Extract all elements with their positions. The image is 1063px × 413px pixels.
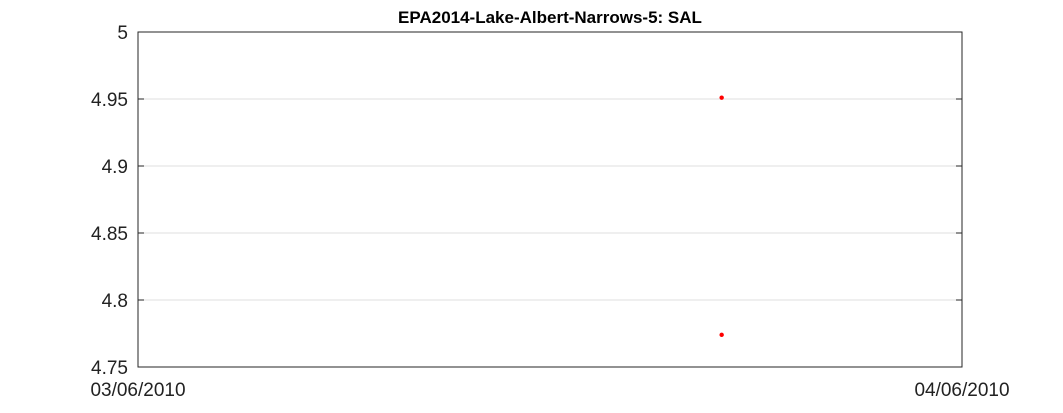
y-tick-label: 4.75 [91,358,128,379]
y-tick-label: 4.9 [102,157,128,178]
y-axis: 4.75 4.8 4.85 4.9 4.95 5 [91,23,962,379]
y-tick-label: 5 [117,23,128,44]
x-tick-label: 04/06/2010 [914,380,1009,401]
data-point [719,332,724,338]
grid-lines [138,98,962,301]
data-points [719,95,724,338]
x-axis: 03/06/2010 04/06/2010 [90,380,1009,401]
x-tick-label: 03/06/2010 [90,380,185,401]
y-tick-label: 4.95 [91,90,128,111]
chart-title: EPA2014-Lake-Albert-Narrows-5: SAL [398,8,702,27]
data-point [719,95,724,100]
plot-area-frame [137,31,963,368]
y-tick-label: 4.8 [102,291,128,312]
y-tick-label: 4.85 [91,224,128,245]
